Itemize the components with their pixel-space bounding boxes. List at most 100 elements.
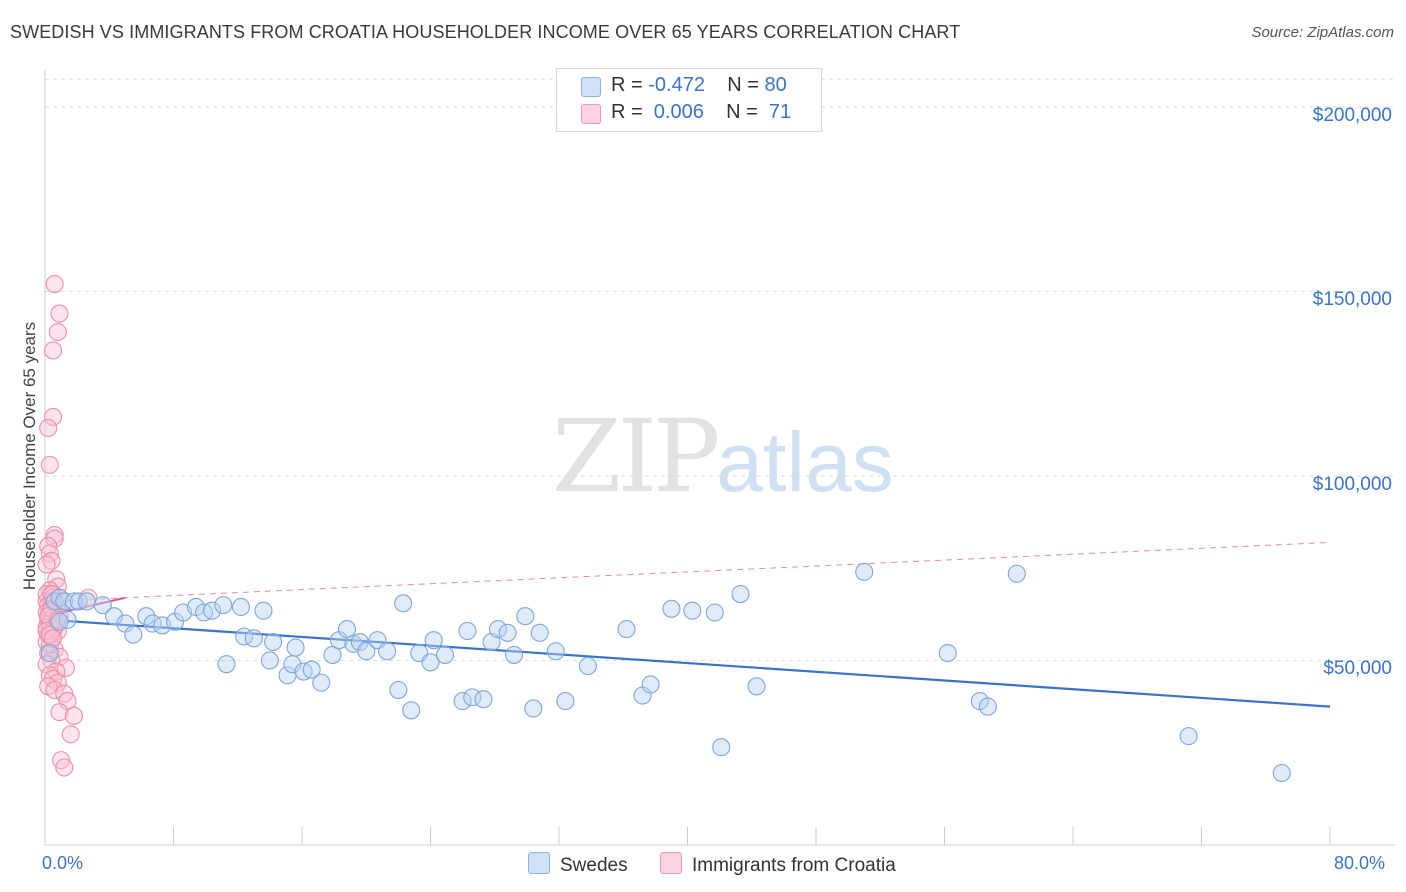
watermark-zip: ZIP (552, 398, 720, 515)
legend-r-label: R = (611, 101, 649, 123)
point-swedes (747, 677, 766, 696)
point-swedes (712, 738, 731, 757)
point-croatia (39, 418, 58, 438)
bottom-legend-swatch-pink (660, 852, 682, 874)
point-swedes (394, 594, 413, 613)
legend-r-value: -0.472 (648, 74, 705, 96)
point-swedes (556, 692, 575, 711)
point-swedes (93, 596, 112, 615)
bottom-legend-label: Swedes (560, 855, 628, 876)
point-swedes (504, 645, 524, 664)
point-swedes (40, 644, 59, 663)
point-croatia (64, 706, 83, 725)
grid-lines (45, 78, 1395, 661)
bottom-legend-croatia: Immigrants from Croatia (660, 852, 896, 877)
y-tick-label: $150,000 (1312, 289, 1392, 311)
point-swedes (855, 562, 874, 581)
point-swedes (938, 644, 957, 663)
legend-n-label: N = (727, 74, 765, 96)
point-swedes (617, 620, 636, 639)
point-swedes (77, 592, 96, 611)
point-swedes (546, 642, 565, 661)
point-croatia (50, 304, 69, 323)
chart-title: SWEDISH VS IMMIGRANTS FROM CROATIA HOUSE… (10, 22, 961, 42)
point-croatia (39, 537, 58, 556)
point-swedes (978, 697, 997, 716)
point-swedes (378, 642, 397, 661)
x-tick-label-max: 80.0% (1334, 853, 1386, 873)
legend-swatch-pink (581, 104, 601, 124)
point-swedes (357, 642, 376, 661)
point-swedes (453, 692, 472, 711)
point-swedes (530, 623, 549, 642)
point-swedes (302, 660, 321, 679)
bottom-legend-swatch-blue (528, 852, 550, 874)
point-swedes (50, 612, 69, 631)
bottom-legend-label: Immigrants from Croatia (692, 855, 896, 876)
point-croatia (47, 570, 66, 589)
point-swedes (231, 597, 251, 617)
point-swedes (662, 599, 681, 618)
point-swedes (1179, 727, 1198, 746)
point-swedes (641, 675, 660, 694)
point-swedes (488, 620, 508, 639)
point-croatia (45, 529, 64, 548)
point-swedes (1007, 564, 1026, 583)
trend-lines (44, 541, 1331, 708)
point-swedes (214, 596, 233, 615)
legend-swatch-blue (581, 77, 601, 97)
legend-n-value: 80 (764, 74, 787, 96)
point-swedes (705, 603, 724, 622)
point-swedes (524, 699, 543, 718)
point-croatia (45, 680, 64, 700)
point-swedes (424, 631, 443, 650)
point-swedes (55, 592, 74, 611)
point-croatia (56, 658, 75, 677)
point-croatia (50, 703, 69, 722)
point-swedes (350, 632, 369, 652)
point-swedes (731, 584, 750, 604)
point-swedes (105, 607, 124, 626)
point-croatia (43, 341, 63, 360)
point-swedes (244, 629, 263, 648)
point-swedes (389, 680, 408, 700)
point-croatia (61, 725, 80, 744)
point-swedes (516, 607, 535, 626)
y-tick-label: $50,000 (1323, 658, 1392, 680)
trend-line-swedes (49, 618, 1331, 708)
point-swedes (683, 601, 702, 620)
point-swedes (203, 601, 222, 620)
point-swedes (463, 688, 482, 707)
y-tick-label: $100,000 (1312, 473, 1392, 495)
bottom-legend-swedes: Swedes (528, 852, 628, 877)
point-swedes (254, 601, 273, 620)
point-swedes (421, 653, 440, 672)
point-swedes (498, 623, 517, 642)
point-croatia (43, 629, 63, 648)
legend-n-value: 71 (763, 101, 792, 123)
source-label: Source: ZipAtlas.com (1251, 24, 1394, 41)
legend-n-label: N = (726, 101, 764, 123)
watermark-atlas: atlas (716, 415, 894, 509)
point-swedes (217, 655, 236, 674)
point-swedes (124, 625, 143, 644)
point-swedes (1272, 763, 1291, 783)
point-swedes (435, 645, 455, 664)
point-swedes (474, 690, 493, 709)
watermark: ZIPatlas (552, 398, 894, 515)
point-croatia (40, 544, 59, 563)
point-croatia (37, 555, 56, 574)
point-swedes (578, 656, 597, 676)
stats-legend: R = -0.472 N = 80 R = 0.006 N = 71 (556, 68, 822, 132)
legend-r-label: R = (611, 74, 649, 96)
point-swedes (260, 651, 279, 670)
point-swedes (402, 701, 421, 720)
x-tick-label-min: 0.0% (42, 853, 84, 873)
point-swedes (64, 592, 83, 611)
point-swedes (137, 607, 156, 626)
point-croatia (43, 407, 63, 426)
point-croatia (55, 758, 74, 777)
legend-r-value: 0.006 (648, 101, 704, 123)
point-croatia (40, 455, 59, 474)
